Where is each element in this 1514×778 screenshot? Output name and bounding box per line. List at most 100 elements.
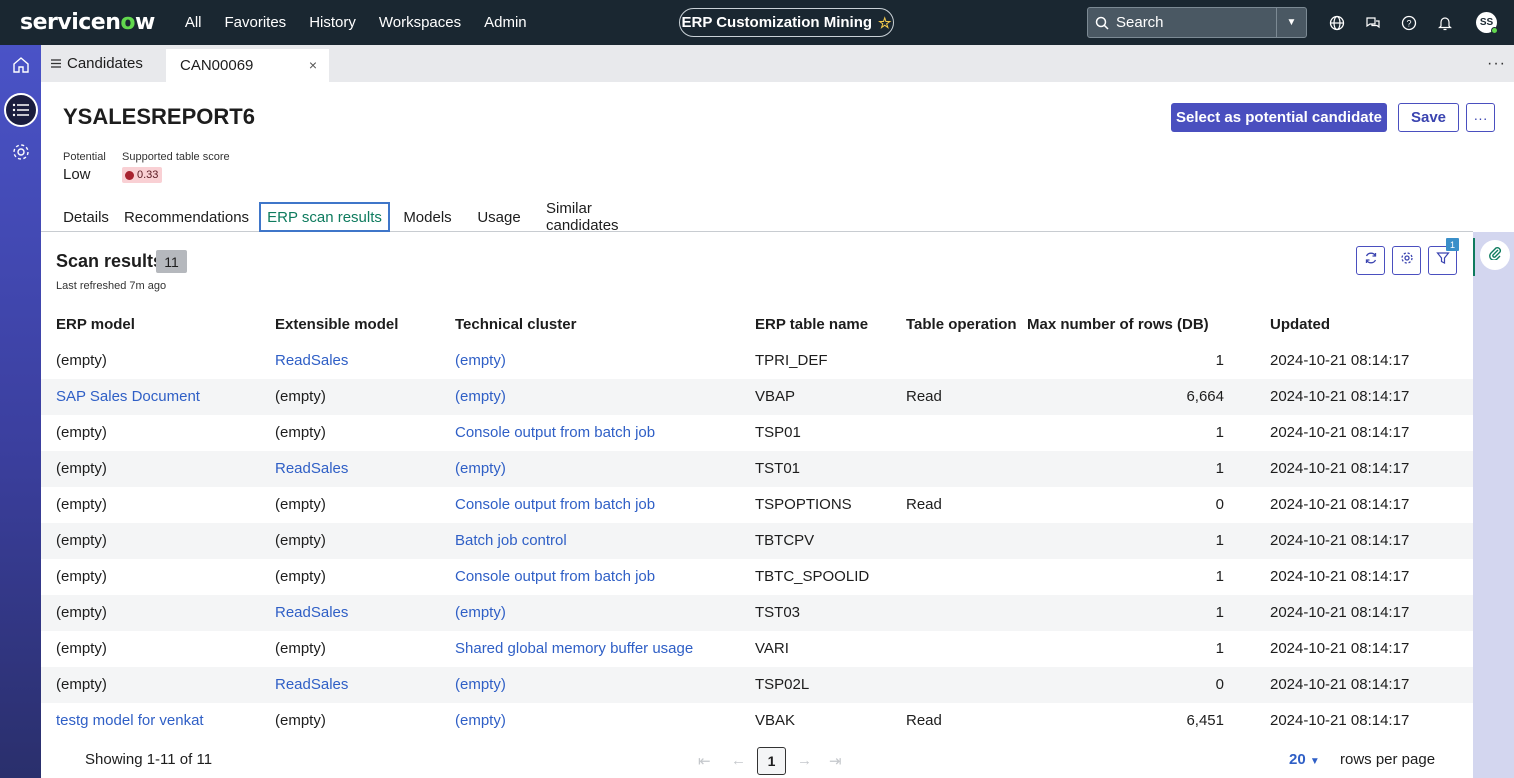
column-header-erp-table-name[interactable]: ERP table name: [755, 316, 869, 333]
filter-button[interactable]: [1428, 246, 1457, 275]
cell-technical-cluster[interactable]: Shared global memory buffer usage: [455, 640, 694, 657]
column-header-max-rows[interactable]: Max number of rows (DB): [1027, 316, 1209, 333]
select-candidate-button[interactable]: Select as potential candidate: [1171, 103, 1387, 132]
next-page-icon[interactable]: →: [797, 752, 812, 769]
table-row[interactable]: SAP Sales Document (empty) (empty) VBAP Read…: [41, 379, 1473, 415]
nav-workspaces[interactable]: Workspaces: [378, 14, 462, 31]
cell-table-name: TBTCPV: [755, 532, 815, 549]
settings-button[interactable]: [0, 134, 41, 174]
more-actions-button[interactable]: ···: [1466, 103, 1495, 132]
first-page-icon[interactable]: ⇤: [698, 753, 711, 770]
cell-erp-model[interactable]: testg model for venkat: [56, 712, 204, 729]
nav-history[interactable]: History: [309, 14, 356, 31]
avatar-initials: SS: [1479, 17, 1494, 28]
chat-icon[interactable]: [1362, 12, 1383, 33]
context-pill[interactable]: ERP Customization Mining ☆: [679, 8, 894, 37]
tab-details[interactable]: Details: [63, 208, 109, 226]
close-icon[interactable]: ×: [308, 57, 317, 73]
online-status-icon: [1491, 27, 1498, 34]
nav-admin[interactable]: Admin: [484, 14, 527, 31]
user-avatar[interactable]: SS: [1476, 12, 1498, 34]
table-row[interactable]: (empty) ReadSales (empty) TST01 1 2024-10-21 …: [41, 451, 1473, 487]
table-row[interactable]: (empty) (empty) Console output from batch …: [41, 487, 1473, 523]
tab-erp-scan-results[interactable]: ERP scan results: [259, 202, 390, 232]
cell-erp-model: (empty): [56, 640, 107, 657]
column-header-updated[interactable]: Updated: [1270, 316, 1330, 333]
cell-updated: 2024-10-21 08:14:17: [1270, 532, 1410, 549]
table-row[interactable]: (empty) (empty) Console output from batch …: [41, 559, 1473, 595]
cell-erp-model: (empty): [56, 496, 107, 513]
last-page-icon[interactable]: ⇥: [829, 753, 842, 770]
current-page-button[interactable]: 1: [757, 747, 786, 775]
rows-per-page-select[interactable]: 20 ▼: [1289, 751, 1320, 768]
cell-technical-cluster[interactable]: (empty): [455, 388, 506, 405]
home-button[interactable]: [0, 47, 41, 87]
cell-technical-cluster[interactable]: (empty): [455, 712, 506, 729]
cell-max-rows: 0: [1215, 496, 1224, 513]
globe-icon[interactable]: [1326, 12, 1347, 33]
save-button[interactable]: Save: [1398, 103, 1459, 132]
cell-extensible-model[interactable]: ReadSales: [275, 460, 349, 477]
column-header-technical-cluster[interactable]: Technical cluster: [455, 316, 577, 333]
table-row[interactable]: (empty) (empty) Batch job control TBTCPV 1 20…: [41, 523, 1473, 559]
potential-label: Potential: [63, 151, 106, 163]
search-dropdown-icon[interactable]: ▼: [1276, 8, 1306, 37]
column-header-table-operation[interactable]: Table operation: [906, 316, 1017, 333]
cell-max-rows: 1: [1215, 532, 1224, 549]
cell-extensible-model[interactable]: ReadSales: [275, 604, 349, 621]
menu-icon: [51, 55, 61, 72]
cell-technical-cluster[interactable]: Console output from batch job: [455, 568, 656, 585]
table-row[interactable]: (empty) ReadSales (empty) TST03 1 2024-10-21 …: [41, 595, 1473, 631]
column-header-extensible-model[interactable]: Extensible model: [275, 316, 399, 333]
more-icon[interactable]: ···: [1487, 55, 1506, 72]
table-row[interactable]: (empty) ReadSales (empty) TPRI_DEF 1 2024-10-…: [41, 343, 1473, 379]
tab-models[interactable]: Models: [403, 208, 452, 226]
search-icon: [1088, 8, 1116, 37]
table-row[interactable]: (empty) (empty) Console output from batch …: [41, 415, 1473, 451]
star-icon[interactable]: ☆: [878, 14, 892, 32]
cell-technical-cluster[interactable]: (empty): [455, 676, 506, 693]
cell-extensible-model[interactable]: ReadSales: [275, 352, 349, 369]
tab-usage[interactable]: Usage: [477, 208, 521, 226]
cell-extensible-model: (empty): [275, 712, 326, 729]
cell-extensible-model: (empty): [275, 424, 326, 441]
cell-table-name: TSPOPTIONS: [755, 496, 852, 513]
table-settings-button[interactable]: [1392, 246, 1421, 275]
refresh-button[interactable]: [1356, 246, 1385, 275]
cell-technical-cluster[interactable]: Console output from batch job: [455, 424, 656, 441]
cell-table-name: VBAK: [755, 712, 796, 729]
help-icon[interactable]: ?: [1398, 12, 1419, 33]
cell-table-name: TSP01: [755, 424, 801, 441]
attachment-button[interactable]: [1480, 240, 1510, 270]
cell-technical-cluster[interactable]: (empty): [455, 460, 506, 477]
tab-recommendations[interactable]: Recommendations: [123, 208, 250, 226]
tab-similar-candidates[interactable]: Similar candidates: [546, 200, 619, 234]
servicenow-logo[interactable]: servicenow: [20, 10, 155, 35]
column-header-erp-model[interactable]: ERP model: [56, 316, 135, 333]
table-body: (empty) ReadSales (empty) TPRI_DEF 1 2024-10-…: [41, 343, 1473, 739]
cell-max-rows: 1: [1215, 460, 1224, 477]
table-row[interactable]: (empty) (empty) Shared global memory buffe…: [41, 631, 1473, 667]
global-search[interactable]: Search ▼: [1087, 7, 1307, 38]
bell-icon[interactable]: [1434, 12, 1455, 33]
search-input[interactable]: Search: [1116, 14, 1164, 31]
nav-all[interactable]: All: [184, 14, 202, 31]
cell-erp-model: (empty): [56, 460, 107, 477]
table-row[interactable]: testg model for venkat (empty) (empty) VBAK…: [41, 703, 1473, 739]
cell-technical-cluster[interactable]: Console output from batch job: [455, 496, 656, 513]
previous-page-icon[interactable]: ←: [731, 752, 746, 769]
list-button[interactable]: [0, 90, 41, 130]
scan-results-title: Scan results: [56, 251, 164, 271]
cell-technical-cluster[interactable]: (empty): [455, 352, 506, 369]
cell-technical-cluster[interactable]: (empty): [455, 604, 506, 621]
cell-max-rows: 6,451: [1186, 712, 1224, 729]
cell-erp-model[interactable]: SAP Sales Document: [56, 388, 200, 405]
tab-record[interactable]: CAN00069 ×: [166, 49, 329, 82]
cell-extensible-model[interactable]: ReadSales: [275, 676, 349, 693]
tab-candidates[interactable]: Candidates: [51, 55, 143, 72]
nav-favorites[interactable]: Favorites: [224, 14, 287, 31]
table-row[interactable]: (empty) ReadSales (empty) TSP02L 0 2024-10-21…: [41, 667, 1473, 703]
potential-value: Low: [63, 166, 91, 183]
cell-technical-cluster[interactable]: Batch job control: [455, 532, 567, 549]
left-rail: [0, 45, 41, 778]
